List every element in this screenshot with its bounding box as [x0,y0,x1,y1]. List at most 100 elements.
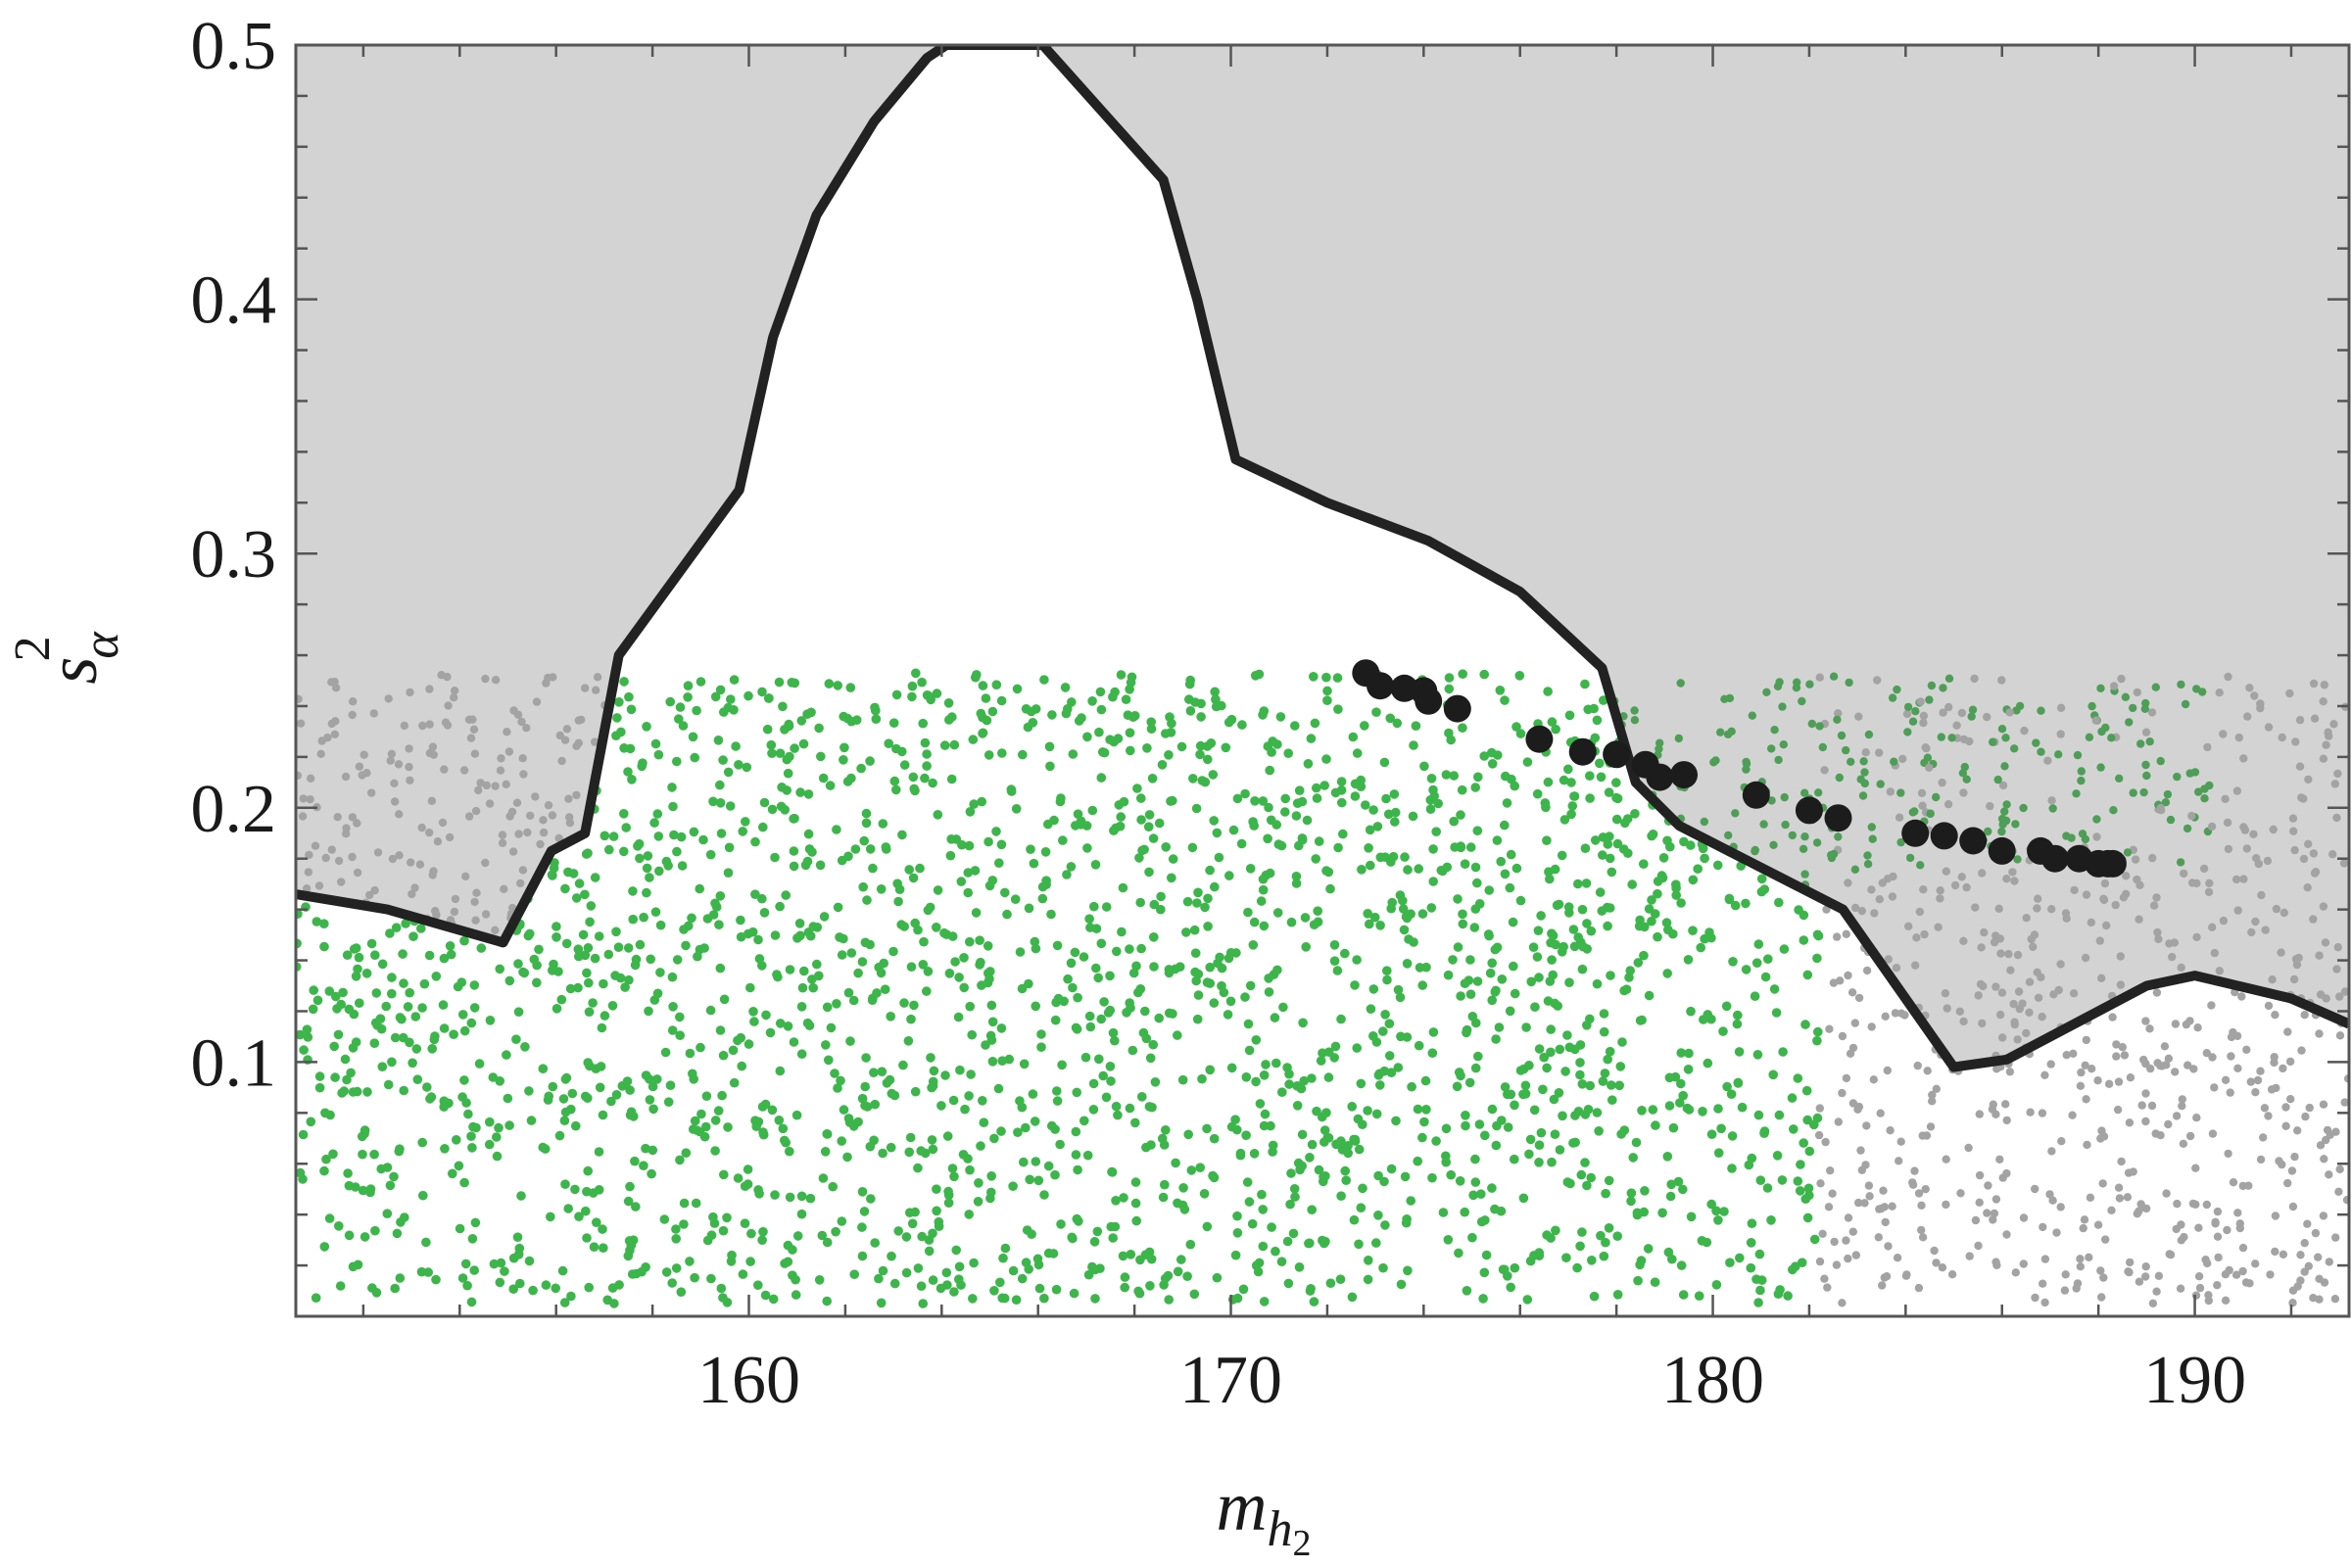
scan-point [532,697,542,706]
scan-point [1733,1010,1743,1021]
scan-point [1033,1175,1044,1186]
scan-point [2271,1212,2280,1220]
scan-point [998,1253,1008,1263]
scan-point [2099,895,2109,905]
scan-point [2247,927,2256,937]
scan-point [1767,744,1776,753]
scan-point [1900,1011,1909,1020]
scan-point [623,767,633,777]
scan-point [1297,1129,1308,1140]
scan-point [672,846,682,857]
scan-point [597,1022,607,1033]
scan-point [1605,853,1615,864]
scan-point [908,772,919,783]
scan-point [1847,757,1855,766]
scan-point [2104,1079,2114,1089]
scan-point [832,825,841,834]
scan-point [1458,669,1467,679]
scan-point [1245,980,1256,991]
scan-point [627,775,637,784]
scan-point [1678,1290,1689,1300]
scan-point [1570,1137,1580,1148]
scan-point [431,972,442,981]
scan-point [1284,1079,1294,1089]
scan-point [1936,894,1944,903]
scan-point [706,1230,717,1240]
scan-point [708,796,718,807]
scan-point [635,853,645,864]
scan-point [1450,842,1460,852]
scan-point [1212,1272,1223,1283]
scan-point [1167,718,1176,729]
scan-point [491,676,501,685]
scan-point [1131,1215,1141,1226]
scan-point [2309,849,2319,858]
scan-point [421,1237,431,1248]
scan-point [1876,1109,1885,1117]
scan-point [1854,712,1863,721]
scan-point [996,1023,1007,1033]
scan-point [705,1005,716,1016]
scan-point [1974,991,1983,1000]
scan-point [573,982,583,993]
scan-point [2077,776,2086,785]
scan-point [996,1126,1006,1136]
scan-point [1465,955,1475,965]
scan-point [1575,1241,1585,1252]
scan-point [2328,850,2337,859]
scan-point [571,1120,581,1131]
scan-point [2093,1076,2102,1085]
scan-point [1730,900,1741,911]
scan-point [1095,687,1106,697]
scan-point [1671,883,1681,893]
scan-point [593,673,602,682]
scan-point [2288,1202,2298,1212]
scan-point [659,1214,670,1224]
scan-point [1716,1123,1726,1134]
scan-point [395,1144,405,1154]
scan-point [645,1095,655,1105]
scan-point [689,1074,698,1084]
scan-point [2207,822,2217,832]
scan-point [1860,1199,1869,1208]
scan-point [459,766,469,775]
scan-point [2072,789,2081,798]
scan-point [1276,1257,1287,1266]
scan-point [725,801,736,811]
scan-point [1703,1058,1713,1069]
scan-point [1832,1260,1842,1269]
scan-point [353,868,362,878]
scan-point [1087,1261,1097,1272]
scan-point [2092,815,2101,824]
scan-point [1107,1166,1117,1177]
scan-point [2120,1051,2130,1060]
scan-point [631,954,642,965]
scan-point [1118,882,1128,893]
scan-point [351,1037,361,1047]
scan-point [1470,1063,1481,1073]
scan-point [2096,684,2105,692]
scan-point [2117,1157,2126,1166]
scan-point [320,1108,330,1118]
scan-point [701,1091,712,1101]
scan-point [349,944,360,954]
scan-point [1323,867,1334,878]
scan-point [1560,1067,1570,1076]
scan-point [1030,1117,1040,1126]
scan-point [1247,1218,1258,1229]
scan-point [2239,754,2248,763]
scan-point [1528,942,1539,952]
scan-point [943,1190,954,1200]
scan-point [2139,787,2148,797]
scan-point [1778,1047,1788,1057]
scan-point [1774,897,1784,908]
scan-point [1683,955,1694,965]
scan-point [778,1123,789,1134]
scan-point [1890,757,1898,766]
scan-point [1675,1098,1685,1108]
scan-point [1984,1181,1992,1190]
scan-point [454,1161,464,1171]
scan-point [1631,1137,1642,1148]
scan-point [1603,839,1613,849]
scan-point [831,1226,840,1237]
